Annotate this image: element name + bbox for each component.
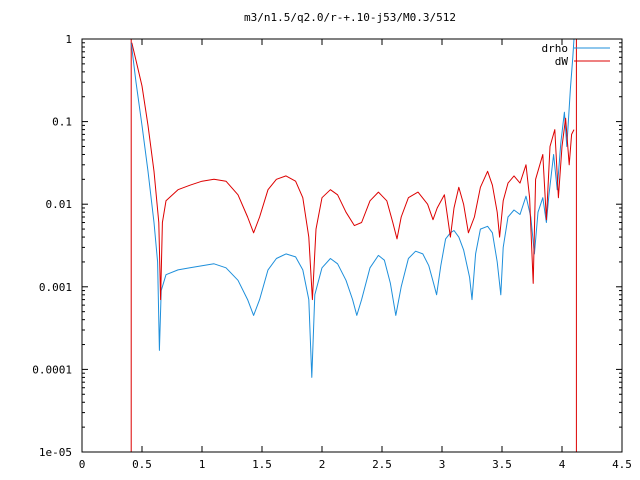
x-tick-label: 1.5	[252, 458, 272, 471]
plot-area	[130, 39, 577, 452]
legend-label-dw: dW	[555, 55, 569, 68]
series-line-drho	[130, 39, 575, 378]
x-tick-label: 3	[439, 458, 446, 471]
y-tick-label: 0.01	[46, 198, 73, 211]
plot-border	[81, 38, 623, 453]
x-tick-label: 1	[199, 458, 206, 471]
chart-title: m3/n1.5/q2.0/r-+.10-j53/M0.3/512	[244, 11, 456, 24]
series-line-dw	[131, 42, 575, 301]
y-tick-label: 0.1	[52, 116, 72, 129]
y-tick-label: 0.001	[39, 281, 72, 294]
x-tick-label: 2.5	[372, 458, 392, 471]
x-tick-label: 4	[559, 458, 566, 471]
y-tick-label: 1e-05	[39, 446, 72, 459]
y-tick-label: 0.0001	[32, 363, 72, 376]
axes: 0 0.5 1 1.5 2 2.5 3 3.5 4 4.5 1 0.1 0.01 0.001 0.0001 1…	[32, 33, 632, 471]
x-tick-label: 0	[79, 458, 86, 471]
x-tick-label: 2	[319, 458, 326, 471]
x-tick-label: 3.5	[492, 458, 512, 471]
x-tick-label: 4.5	[612, 458, 632, 471]
x-tick-label: 0.5	[132, 458, 152, 471]
y-tick-label: 1	[65, 33, 72, 46]
legend-label-drho: drho	[542, 42, 569, 55]
